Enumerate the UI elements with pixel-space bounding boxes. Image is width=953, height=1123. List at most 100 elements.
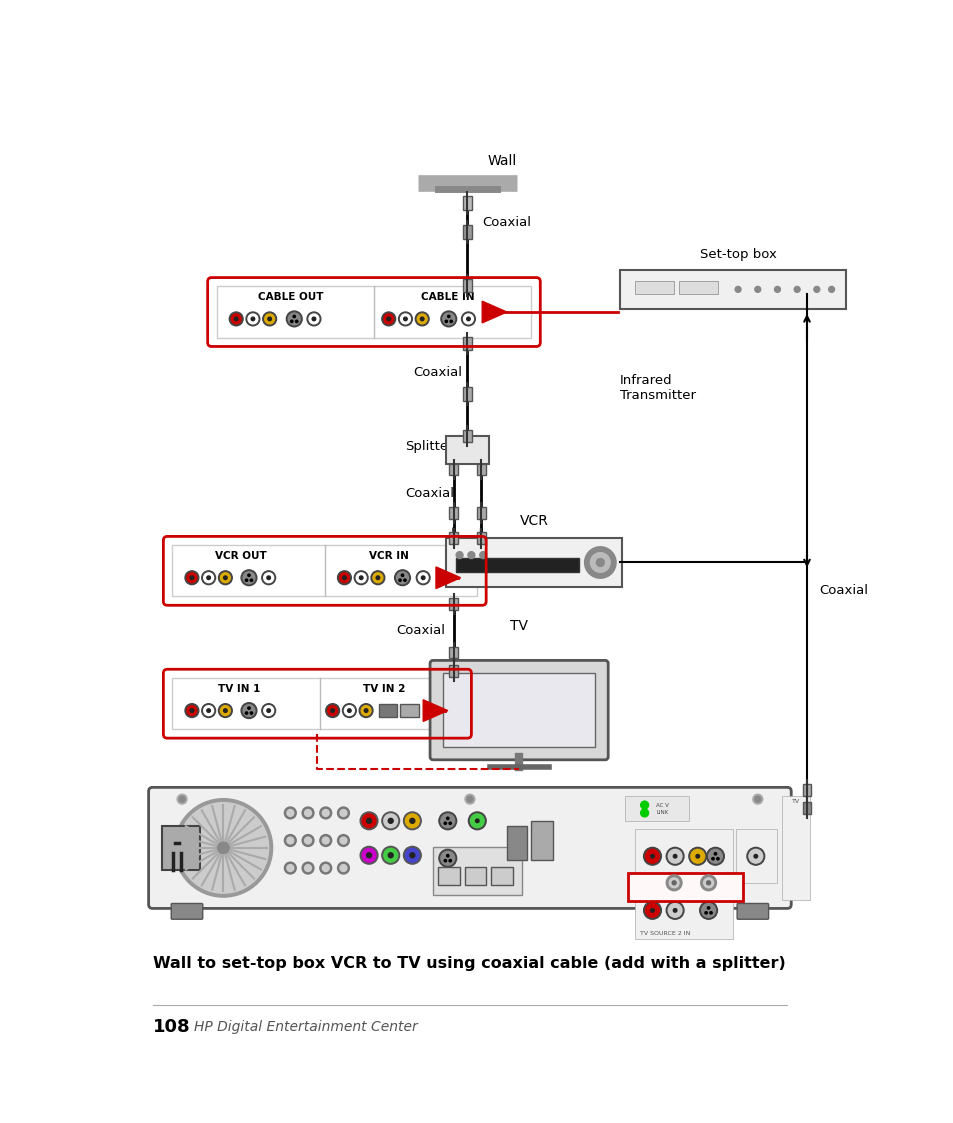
Circle shape (304, 810, 311, 816)
Circle shape (223, 709, 227, 712)
Circle shape (383, 848, 397, 862)
FancyBboxPatch shape (172, 678, 462, 729)
FancyBboxPatch shape (171, 904, 203, 920)
Circle shape (287, 837, 294, 844)
FancyBboxPatch shape (619, 270, 845, 309)
Circle shape (286, 311, 302, 327)
Circle shape (449, 822, 451, 824)
Text: Coaxial: Coaxial (413, 366, 462, 378)
Text: Coaxial: Coaxial (396, 624, 445, 638)
Text: Wall to set-top box VCR to TV using coaxial cable (add with a splitter): Wall to set-top box VCR to TV using coax… (152, 956, 784, 971)
FancyBboxPatch shape (781, 796, 809, 900)
Circle shape (177, 794, 187, 804)
Circle shape (337, 570, 351, 585)
FancyBboxPatch shape (162, 827, 199, 869)
Circle shape (387, 317, 390, 321)
Text: TV SOURCE 2 IN: TV SOURCE 2 IN (639, 931, 689, 937)
Circle shape (596, 558, 603, 566)
Circle shape (444, 822, 446, 824)
Circle shape (643, 902, 660, 920)
Circle shape (309, 314, 318, 323)
FancyBboxPatch shape (627, 873, 742, 901)
Circle shape (339, 573, 349, 583)
FancyBboxPatch shape (801, 802, 811, 814)
FancyBboxPatch shape (464, 867, 486, 885)
Circle shape (752, 794, 761, 804)
Circle shape (347, 709, 351, 712)
Circle shape (665, 902, 683, 920)
Circle shape (337, 807, 349, 819)
Circle shape (420, 317, 423, 321)
Circle shape (417, 573, 428, 583)
Circle shape (754, 796, 760, 802)
Circle shape (245, 579, 248, 582)
Circle shape (250, 712, 253, 714)
Circle shape (711, 858, 714, 860)
Text: Coaxial: Coaxial (405, 486, 454, 500)
Circle shape (360, 812, 377, 830)
Circle shape (264, 314, 274, 323)
Circle shape (366, 852, 371, 858)
Circle shape (241, 703, 256, 719)
Circle shape (640, 809, 648, 816)
Circle shape (243, 572, 254, 584)
Circle shape (440, 851, 455, 865)
Circle shape (218, 570, 232, 585)
Circle shape (337, 862, 349, 874)
FancyBboxPatch shape (462, 195, 472, 210)
Circle shape (667, 849, 681, 864)
Circle shape (307, 312, 320, 326)
Circle shape (395, 569, 410, 585)
Circle shape (416, 570, 430, 585)
Circle shape (468, 812, 486, 830)
Circle shape (398, 312, 412, 326)
Circle shape (304, 865, 311, 871)
Circle shape (479, 551, 486, 558)
FancyBboxPatch shape (634, 888, 733, 939)
Circle shape (388, 852, 393, 858)
FancyBboxPatch shape (433, 848, 521, 895)
Text: VCR IN: VCR IN (369, 551, 408, 562)
Circle shape (284, 834, 296, 847)
Circle shape (438, 812, 456, 830)
Circle shape (667, 904, 681, 917)
Circle shape (185, 704, 198, 718)
FancyBboxPatch shape (462, 226, 472, 239)
Circle shape (774, 286, 780, 292)
Circle shape (185, 570, 198, 585)
Circle shape (475, 819, 478, 822)
Circle shape (645, 849, 659, 864)
Circle shape (261, 570, 275, 585)
Circle shape (342, 704, 355, 718)
Circle shape (360, 847, 377, 864)
Circle shape (179, 796, 185, 802)
Circle shape (220, 573, 230, 583)
Circle shape (672, 880, 676, 885)
Text: Infrared
Transmitter: Infrared Transmitter (619, 374, 696, 402)
Circle shape (400, 314, 410, 323)
Circle shape (220, 705, 230, 715)
Circle shape (673, 909, 677, 912)
FancyBboxPatch shape (531, 821, 553, 860)
Circle shape (262, 312, 276, 326)
Circle shape (398, 579, 401, 582)
Circle shape (688, 848, 706, 865)
Polygon shape (423, 700, 447, 721)
Text: VCR: VCR (519, 513, 548, 528)
Circle shape (421, 576, 424, 579)
FancyBboxPatch shape (462, 279, 472, 292)
Text: AC V: AC V (656, 803, 669, 807)
FancyBboxPatch shape (445, 436, 489, 464)
FancyBboxPatch shape (624, 796, 688, 821)
Circle shape (248, 574, 250, 576)
Circle shape (754, 286, 760, 292)
Circle shape (410, 852, 415, 858)
Circle shape (447, 316, 450, 318)
Circle shape (701, 904, 715, 917)
Circle shape (293, 316, 295, 318)
FancyBboxPatch shape (449, 506, 457, 519)
Text: CABLE OUT: CABLE OUT (257, 292, 323, 302)
Text: LINK: LINK (656, 811, 668, 815)
Text: Splitter: Splitter (405, 440, 454, 454)
Circle shape (446, 818, 449, 820)
